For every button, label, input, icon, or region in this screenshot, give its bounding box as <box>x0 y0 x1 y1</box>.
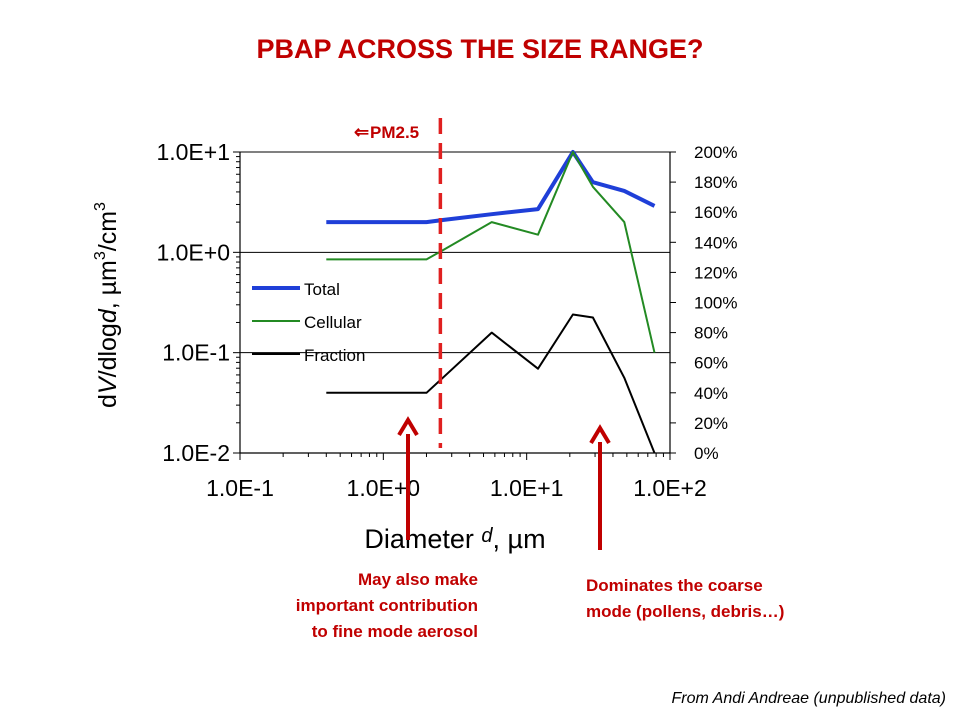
y-tick-label: 1.0E-1 <box>162 340 230 366</box>
series-line-cellular <box>326 151 656 353</box>
y-axis-title-unit1: , µm <box>94 260 122 309</box>
y2-tick-label: 180% <box>694 173 737 192</box>
x-tick-label: 1.0E-1 <box>206 475 274 501</box>
fine-mode-note-line-1: May also make <box>357 570 478 589</box>
axes-layer: 1.0E-1 1.0E+0 1.0E+1 1.0E+2 1.0E-2 1.0E-1 1.0E… <box>156 139 737 501</box>
coarse-mode-note: Dominates the coarse mode (pollens, debr… <box>586 573 784 625</box>
y-axis-title: dV/dlogd, µm3/cm3 <box>92 202 122 408</box>
y2-tick-label: 80% <box>694 324 728 343</box>
y2-tick-label: 20% <box>694 414 728 433</box>
legend-label-total: Total <box>304 280 340 299</box>
fine-mode-note-line-2: important contribution <box>295 596 478 615</box>
y-axis-title-unit2: /cm <box>94 211 122 251</box>
series-layer <box>326 150 656 454</box>
y-axis-title-var1: V <box>94 375 122 394</box>
y2-tick-label: 60% <box>694 354 728 373</box>
y2-tick-label: 120% <box>694 263 737 282</box>
y2-tick-label: 140% <box>694 233 737 252</box>
grid-layer <box>240 151 670 354</box>
x-axis-title: Diameter d, µm <box>364 524 545 554</box>
y2-tick-label: 160% <box>694 203 737 222</box>
x-tick-label: 1.0E+2 <box>633 475 707 501</box>
y2-tick-label: 100% <box>694 294 737 313</box>
coarse-mode-note-line-1: Dominates the coarse <box>586 576 763 595</box>
y-axis-title-sup1: 3 <box>92 251 109 260</box>
legend: Total Cellular Fraction <box>252 280 365 365</box>
x-axis-title-text: Diameter <box>364 524 481 554</box>
coarse-mode-note-line-2: mode (pollens, debris…) <box>586 602 785 621</box>
coarse-mode-arrow-head <box>589 424 611 445</box>
x-axis-title-unit: , µm <box>493 524 546 554</box>
y-axis-title-sup2: 3 <box>92 202 109 211</box>
slide-title: PBAP ACROSS THE SIZE RANGE? <box>256 34 704 64</box>
series-line-fraction <box>326 313 656 454</box>
legend-label-cellular: Cellular <box>304 313 362 332</box>
fine-mode-note-line-3: to fine mode aerosol <box>311 622 478 641</box>
series-line-total <box>326 150 656 225</box>
pm-annotation: ⇐ PM2.5 <box>354 118 443 448</box>
y-axis-title-dlog: /dlog <box>94 323 122 377</box>
y2-tick-label: 40% <box>694 384 728 403</box>
y-tick-label: 1.0E-2 <box>162 440 230 466</box>
y2-tick-label: 200% <box>694 143 737 162</box>
y-tick-label: 1.0E+1 <box>156 139 230 165</box>
y2-tick-label: 0% <box>694 444 719 463</box>
x-axis-title-var: d <box>481 525 493 547</box>
fine-mode-arrow-head <box>397 416 419 437</box>
y-axis-title-var2: d <box>94 308 122 323</box>
legend-label-fraction: Fraction <box>304 346 365 365</box>
y-tick-label: 1.0E+0 <box>156 239 230 265</box>
y-axis-title-d: d <box>94 394 122 408</box>
fine-mode-note: May also make important contribution to … <box>296 567 478 645</box>
pm25-label: PM2.5 <box>370 123 419 142</box>
pointer-arrows <box>397 416 611 550</box>
pm25-arrow-icon: ⇐ <box>354 122 369 142</box>
source-credit: From Andi Andreae (unpublished data) <box>671 690 946 707</box>
x-tick-label: 1.0E+1 <box>490 475 564 501</box>
